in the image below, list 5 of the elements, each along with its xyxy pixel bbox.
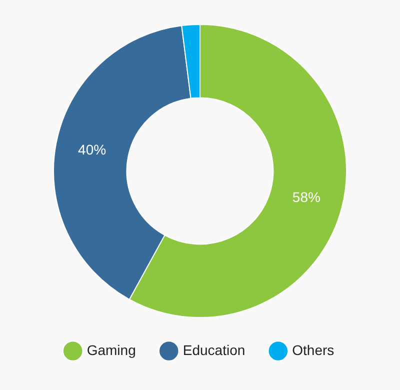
data-label: 58% [292,189,320,206]
data-label: 40% [78,141,106,158]
legend-label: Education [182,342,246,358]
legend-label: Gaming [86,342,136,358]
legend-label: Others [292,342,334,358]
